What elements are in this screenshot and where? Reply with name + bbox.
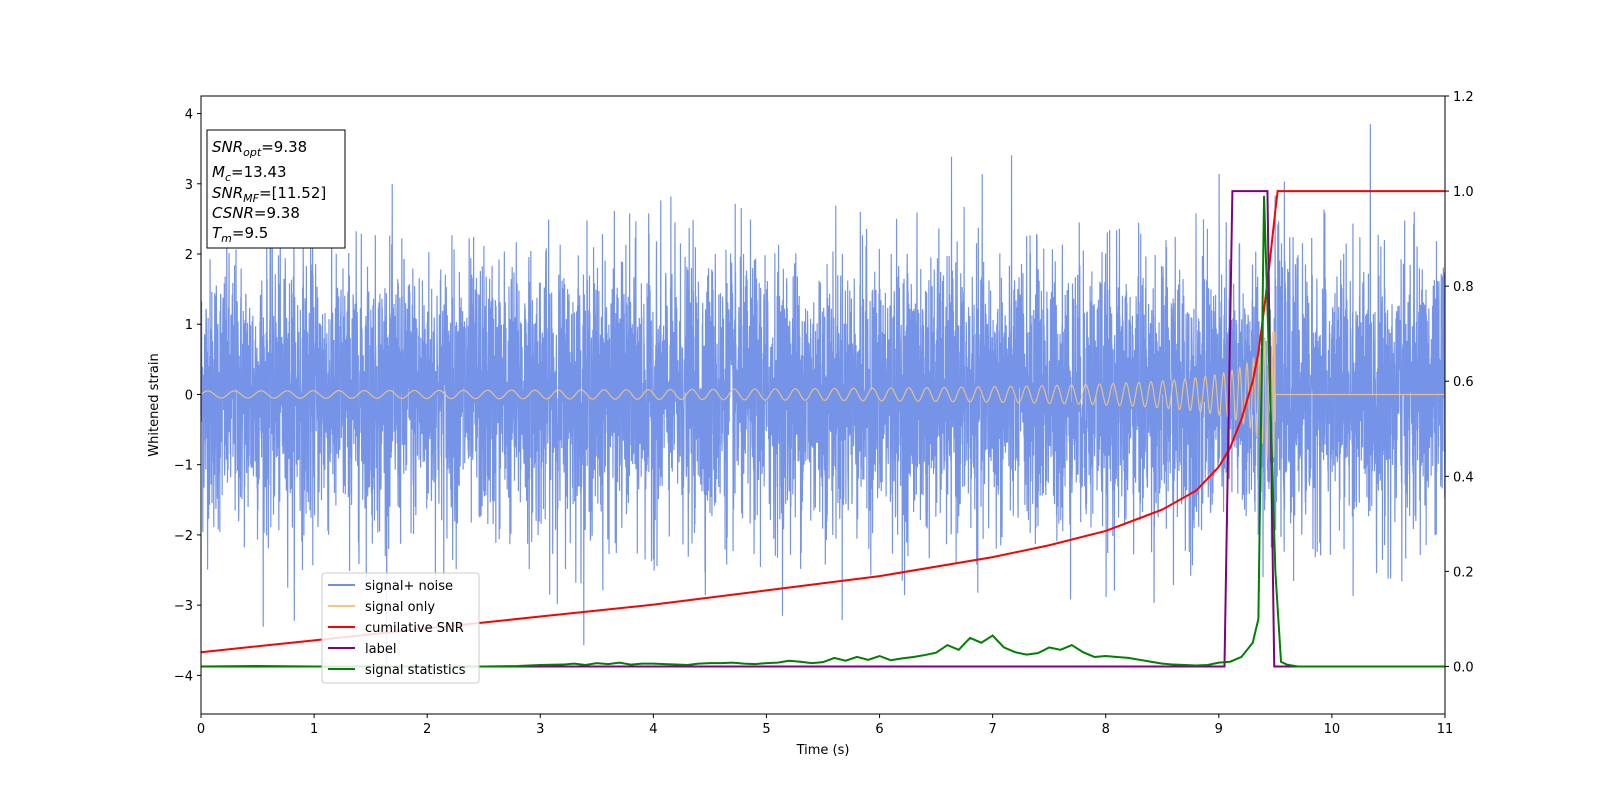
x-tick-label: 2 <box>423 722 431 737</box>
legend-item-signal-only: signal only <box>328 600 435 615</box>
svg-text:label: label <box>365 642 396 657</box>
y-left-tick-label: −1 <box>174 459 193 474</box>
y-left-tick-label: −4 <box>174 669 193 684</box>
y-axis-label: Whitened strain <box>147 353 162 456</box>
x-axis-label: Time (s) <box>796 743 850 758</box>
svg-text:signal statistics: signal statistics <box>365 663 466 678</box>
legend: signal+ noise signal only cumilative SNR… <box>321 572 480 684</box>
y-right-tick-label: 0.6 <box>1453 375 1474 390</box>
svg-text:signal only: signal only <box>365 600 435 615</box>
x-tick-label: 0 <box>197 722 205 737</box>
plot-area <box>200 124 1446 668</box>
series-signal-noise-line <box>200 124 1446 663</box>
x-tick-label: 9 <box>1215 722 1223 737</box>
y-right-tick-label: 0.0 <box>1453 660 1474 675</box>
y-right-tick-label: 0.4 <box>1453 470 1474 485</box>
x-tick-label: 1 <box>310 722 318 737</box>
y-axis-right: 1.2 1.0 0.8 0.6 0.4 0.2 0.0 <box>1445 90 1474 675</box>
y-axis-left: 4 3 2 1 0 −1 −2 −3 −4 <box>174 108 201 684</box>
series-signal-statistics-line <box>200 195 1445 668</box>
info-box: SNRopt=9.38 Mc=13.43 SNRMF=[11.52] CSNR=… <box>206 129 346 249</box>
info-tm: Tm=9.5 <box>212 224 268 245</box>
x-tick-label: 8 <box>1102 722 1110 737</box>
y-left-tick-label: 2 <box>185 248 193 263</box>
x-tick-label: 11 <box>1437 722 1454 737</box>
svg-text:signal+ noise: signal+ noise <box>365 579 453 594</box>
x-tick-label: 7 <box>988 722 996 737</box>
legend-item-signal-statistics: signal statistics <box>328 663 466 678</box>
y-left-tick-label: −3 <box>174 599 193 614</box>
x-tick-label: 5 <box>762 722 770 737</box>
info-snr-mf: SNRMF=[11.52] <box>212 184 326 205</box>
plot-frame <box>200 95 1446 715</box>
y-right-tick-label: 1.2 <box>1453 90 1474 105</box>
x-tick-label: 10 <box>1324 722 1341 737</box>
info-csnr: CSNR=9.38 <box>212 204 300 222</box>
y-right-tick-label: 0.8 <box>1453 280 1474 295</box>
info-snr-opt: SNRopt=9.38 <box>212 138 307 159</box>
svg-text:cumilative SNR: cumilative SNR <box>365 621 464 636</box>
x-tick-label: 6 <box>875 722 883 737</box>
legend-item-cumulative-snr: cumilative SNR <box>328 621 464 636</box>
info-mc: Mc=13.43 <box>212 163 287 184</box>
y-left-tick-label: 3 <box>185 178 193 193</box>
x-tick-label: 3 <box>536 722 544 737</box>
y-left-tick-label: −2 <box>174 529 193 544</box>
series-signal-only-line <box>200 331 1445 458</box>
legend-item-signal-noise: signal+ noise <box>328 579 453 594</box>
y-left-tick-label: 1 <box>185 318 193 333</box>
y-right-tick-label: 0.2 <box>1453 565 1474 580</box>
x-tick-label: 4 <box>649 722 657 737</box>
y-left-tick-label: 0 <box>185 388 193 403</box>
y-right-tick-label: 1.0 <box>1453 185 1474 200</box>
legend-item-label: label <box>328 642 396 657</box>
y-left-tick-label: 4 <box>185 108 193 123</box>
x-axis: 0 1 2 3 4 5 6 7 8 9 10 11 <box>197 714 1453 737</box>
